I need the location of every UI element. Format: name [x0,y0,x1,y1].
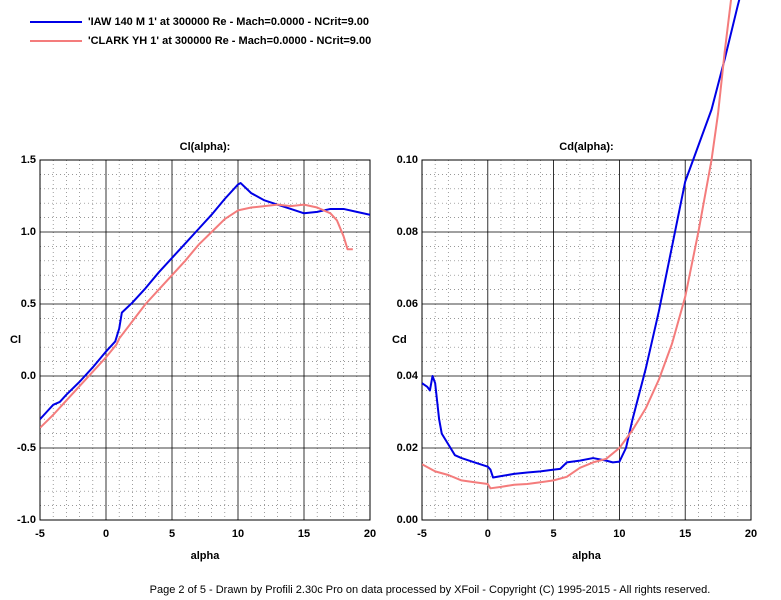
series-line [40,203,353,429]
x-tick-label: 10 [232,528,244,540]
x-tick-label: 5 [551,528,557,540]
x-tick-label: 20 [745,528,757,540]
y-tick-label: 0.10 [397,154,418,166]
y-tick-label: 0.02 [397,442,418,454]
y-tick-label: 0.04 [397,370,419,382]
plot-frame [39,159,371,521]
plot [422,0,741,490]
x-axis-label: alpha [572,550,602,562]
y-tick-label: 0.00 [397,514,418,526]
y-tick-label: 0.0 [21,370,36,382]
x-tick-label: 10 [613,528,625,540]
x-tick-label: 0 [485,528,491,540]
x-tick-label: 15 [679,528,691,540]
x-tick-label: 20 [364,528,376,540]
y-axis-label: Cl [10,334,21,346]
footer: Page 2 of 5 - Drawn by Profili 2.30c Pro… [150,584,711,596]
x-tick-label: -5 [417,528,427,540]
plot-frame [421,159,752,521]
legend-label: 'CLARK YH 1' at 300000 Re - Mach=0.0000 … [88,35,371,47]
plot [40,182,370,429]
y-tick-label: 0.06 [397,298,418,310]
y-tick-label: 0.5 [21,298,36,310]
y-tick-label: 1.0 [21,226,36,238]
y-tick-label: 1.5 [21,154,36,166]
series-line [422,0,733,490]
chart-title: Cd(alpha): [559,141,613,153]
y-tick-label: 0.08 [397,226,418,238]
y-tick-label: -0.5 [17,442,36,454]
x-tick-label: -5 [35,528,45,540]
x-tick-label: 5 [169,528,175,540]
series-line [40,182,370,420]
y-axis-label: Cd [392,334,407,346]
series-line [422,0,741,479]
x-tick-label: 15 [298,528,310,540]
y-tick-label: -1.0 [17,514,36,526]
x-tick-label: 0 [103,528,109,540]
legend-label: 'IAW 140 M 1' at 300000 Re - Mach=0.0000… [88,16,369,28]
chart-title: Cl(alpha): [180,141,231,153]
x-axis-label: alpha [191,550,221,562]
